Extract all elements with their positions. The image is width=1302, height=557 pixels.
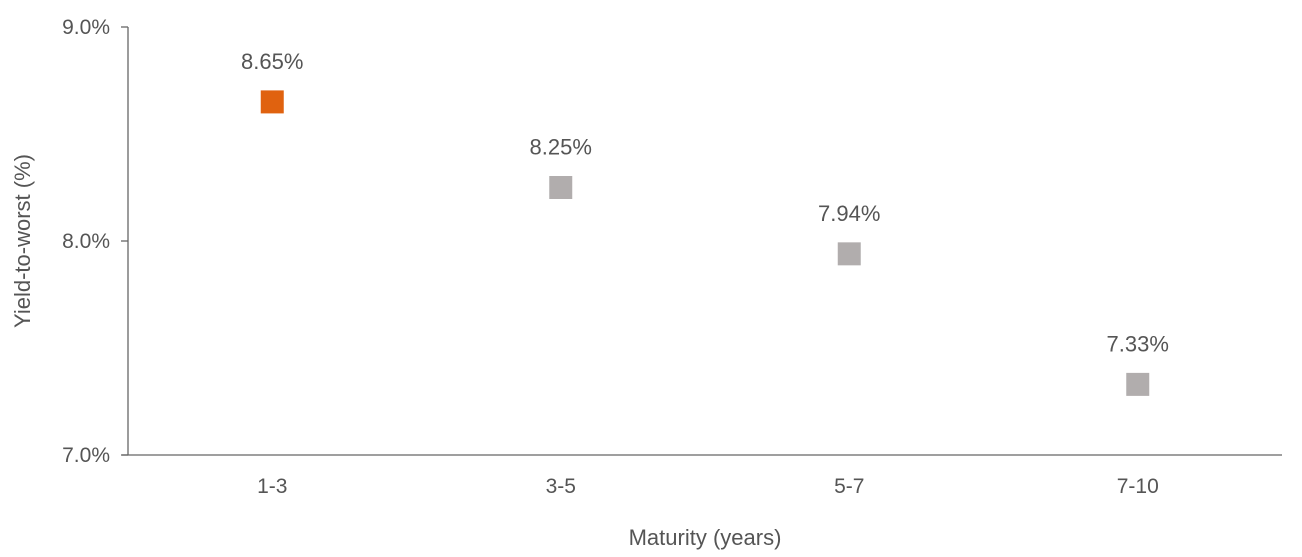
data-label: 8.65% — [241, 49, 303, 74]
data-labels: 8.65% 8.25% 7.94% 7.33% — [241, 49, 1169, 356]
y-tick-label: 8.0% — [62, 230, 110, 253]
y-tick-label: 7.0% — [62, 444, 110, 467]
x-axis-title: Maturity (years) — [629, 525, 782, 550]
x-tick-label: 3-5 — [546, 475, 576, 498]
data-point-marker — [837, 242, 861, 266]
y-tick-label: 9.0% — [62, 16, 110, 39]
y-tick-labels: 9.0% 8.0% 7.0% — [62, 16, 110, 467]
data-points — [260, 90, 1150, 396]
data-point-marker — [549, 176, 573, 199]
y-axis-title: Yield-to-worst (%) — [10, 154, 35, 328]
x-tick-labels: 1-3 3-5 5-7 7-10 — [257, 475, 1159, 498]
x-tick-label: 1-3 — [257, 475, 287, 498]
data-label: 7.94% — [818, 201, 880, 226]
data-point-marker — [1126, 372, 1150, 396]
data-point-marker — [260, 90, 284, 114]
data-label: 8.25% — [530, 135, 592, 160]
data-label: 7.33% — [1107, 331, 1169, 356]
x-tick-label: 7-10 — [1117, 475, 1159, 498]
x-tick-label: 5-7 — [834, 475, 864, 498]
axes-layer — [121, 26, 1282, 456]
